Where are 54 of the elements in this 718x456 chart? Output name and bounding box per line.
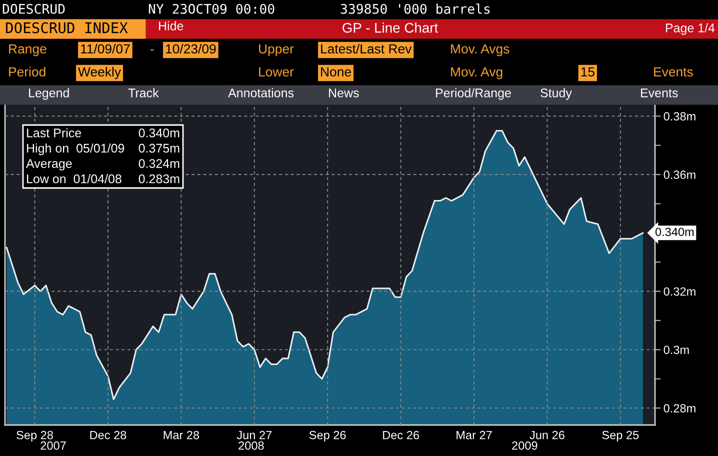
chart-title: DOESCRUD INDEX	[6, 22, 128, 34]
text: Latest/Last Rev	[321, 44, 412, 54]
annotation: Average	[26, 159, 72, 170]
annotation: 0.340m	[655, 228, 694, 236]
text: 11/09/07	[81, 44, 130, 54]
x-tick-label: Mar 28	[164, 430, 200, 440]
text: NY 23OCT09 00:00	[148, 4, 274, 14]
text: Mov. Avg	[451, 67, 502, 80]
text: Range	[9, 44, 46, 56]
text: -	[150, 49, 154, 50]
text: Upper	[259, 44, 294, 56]
x2-tick-label: 2008	[238, 441, 264, 450]
text: Legend	[29, 88, 69, 100]
x-tick-label: Dec 26	[383, 430, 419, 440]
text: 339850 '000 barrels	[340, 4, 490, 14]
text: 15	[581, 67, 594, 77]
text: Period	[9, 66, 46, 77]
annotation: 0.324m	[138, 159, 180, 168]
annotation: Last Price	[27, 128, 82, 138]
text: Annotations	[228, 88, 294, 98]
annotation: 0.340m	[138, 128, 180, 138]
x-tick-label: Jun 26	[530, 430, 564, 440]
y-tick-label: 0.32m	[664, 287, 696, 296]
text: News	[329, 88, 359, 98]
text: Events	[641, 88, 678, 98]
text: Events	[654, 67, 693, 77]
annotation: High on 05/01/09	[27, 143, 124, 156]
text: Lower	[259, 67, 294, 77]
text: Weekly	[78, 66, 121, 80]
x-tick-label: Dec 28	[90, 430, 126, 440]
text: Page 1/4	[666, 23, 715, 35]
x-tick-label: Sep 28	[16, 430, 53, 442]
x-tick-label: Jun 27	[236, 430, 272, 440]
text: Mov. Avgs	[451, 44, 510, 56]
text: Period/Range	[436, 88, 511, 100]
text: 10/23/09	[166, 44, 216, 54]
y-tick-label: 0.36m	[664, 170, 696, 179]
x-tick-label: Sep 26	[309, 430, 346, 442]
annotation: 0.375m	[138, 144, 180, 153]
text: DOESCRUD	[2, 4, 65, 14]
text: Hide	[159, 21, 184, 30]
x2-tick-label: 2009	[512, 441, 538, 450]
chart-subtitle: GP - Line Chart	[342, 22, 438, 33]
x-tick-label: Sep 25	[602, 430, 639, 442]
annotation: Low on 01/04/08	[27, 174, 122, 184]
y-tick-label: 0.3m	[664, 346, 689, 354]
y-tick-label: 0.28m	[664, 404, 696, 412]
x2-tick-label: 2007	[40, 441, 66, 450]
text: None	[321, 67, 351, 77]
text: Track	[128, 88, 159, 98]
text: Study	[540, 88, 572, 100]
y-tick-label: 0.38m	[664, 112, 696, 121]
x-tick-label: Mar 27	[456, 430, 492, 440]
annotation: 0.283m	[138, 174, 180, 184]
